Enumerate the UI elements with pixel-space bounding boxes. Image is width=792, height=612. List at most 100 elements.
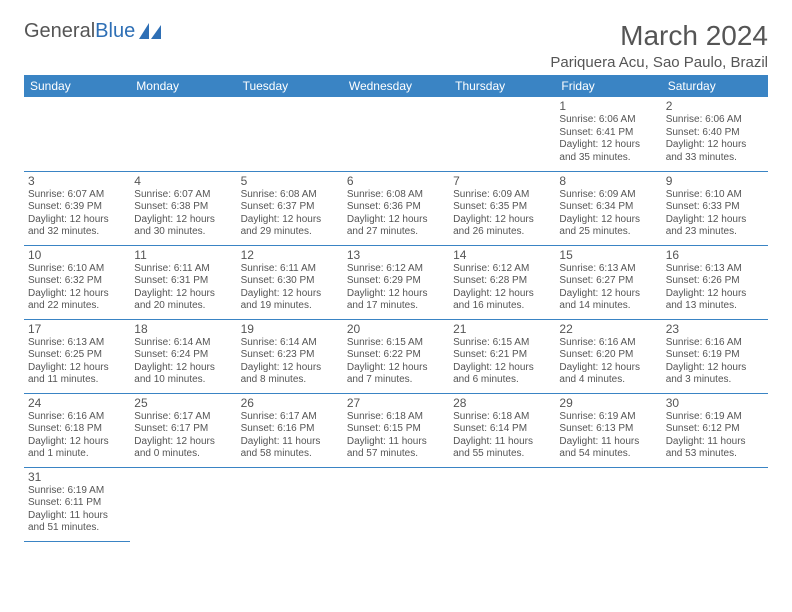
day-info: Sunrise: 6:18 AMSunset: 6:14 PMDaylight:… — [453, 411, 551, 461]
day-cell: 26Sunrise: 6:17 AMSunset: 6:16 PMDayligh… — [237, 393, 343, 467]
day-cell: 10Sunrise: 6:10 AMSunset: 6:32 PMDayligh… — [24, 245, 130, 319]
day-cell: 22Sunrise: 6:16 AMSunset: 6:20 PMDayligh… — [555, 319, 661, 393]
day-number: 2 — [666, 99, 764, 113]
day-number: 27 — [347, 396, 445, 410]
day-number: 23 — [666, 322, 764, 336]
day-cell: 5Sunrise: 6:08 AMSunset: 6:37 PMDaylight… — [237, 171, 343, 245]
day-info: Sunrise: 6:16 AMSunset: 6:18 PMDaylight:… — [28, 411, 126, 461]
month-title: March 2024 — [550, 20, 768, 52]
day-info: Sunrise: 6:17 AMSunset: 6:17 PMDaylight:… — [134, 411, 232, 461]
day-info: Sunrise: 6:12 AMSunset: 6:28 PMDaylight:… — [453, 263, 551, 313]
calendar-body: 1Sunrise: 6:06 AMSunset: 6:41 PMDaylight… — [24, 97, 768, 541]
day-cell: 9Sunrise: 6:10 AMSunset: 6:33 PMDaylight… — [662, 171, 768, 245]
day-cell: 15Sunrise: 6:13 AMSunset: 6:27 PMDayligh… — [555, 245, 661, 319]
day-cell: 24Sunrise: 6:16 AMSunset: 6:18 PMDayligh… — [24, 393, 130, 467]
weekday-header: Tuesday — [237, 75, 343, 97]
weekday-header: Thursday — [449, 75, 555, 97]
weekday-header: Saturday — [662, 75, 768, 97]
day-cell: 28Sunrise: 6:18 AMSunset: 6:14 PMDayligh… — [449, 393, 555, 467]
empty-cell — [130, 467, 236, 541]
weekday-header: Wednesday — [343, 75, 449, 97]
day-info: Sunrise: 6:16 AMSunset: 6:19 PMDaylight:… — [666, 337, 764, 387]
day-info: Sunrise: 6:14 AMSunset: 6:23 PMDaylight:… — [241, 337, 339, 387]
empty-cell — [343, 467, 449, 541]
day-info: Sunrise: 6:19 AMSunset: 6:11 PMDaylight:… — [28, 485, 126, 535]
logo-text: GeneralBlue — [24, 20, 135, 43]
day-number: 15 — [559, 248, 657, 262]
day-number: 26 — [241, 396, 339, 410]
day-number: 13 — [347, 248, 445, 262]
location: Pariquera Acu, Sao Paulo, Brazil — [550, 54, 768, 71]
day-cell: 6Sunrise: 6:08 AMSunset: 6:36 PMDaylight… — [343, 171, 449, 245]
logo-brand-left: General — [24, 20, 95, 42]
day-info: Sunrise: 6:17 AMSunset: 6:16 PMDaylight:… — [241, 411, 339, 461]
empty-cell — [130, 97, 236, 171]
day-info: Sunrise: 6:06 AMSunset: 6:41 PMDaylight:… — [559, 114, 657, 164]
day-info: Sunrise: 6:19 AMSunset: 6:12 PMDaylight:… — [666, 411, 764, 461]
calendar-row: 24Sunrise: 6:16 AMSunset: 6:18 PMDayligh… — [24, 393, 768, 467]
day-number: 18 — [134, 322, 232, 336]
title-block: March 2024 Pariquera Acu, Sao Paulo, Bra… — [550, 20, 768, 71]
day-cell: 14Sunrise: 6:12 AMSunset: 6:28 PMDayligh… — [449, 245, 555, 319]
day-cell: 3Sunrise: 6:07 AMSunset: 6:39 PMDaylight… — [24, 171, 130, 245]
empty-cell — [237, 467, 343, 541]
day-number: 25 — [134, 396, 232, 410]
calendar-row: 31Sunrise: 6:19 AMSunset: 6:11 PMDayligh… — [24, 467, 768, 541]
day-cell: 19Sunrise: 6:14 AMSunset: 6:23 PMDayligh… — [237, 319, 343, 393]
day-info: Sunrise: 6:10 AMSunset: 6:32 PMDaylight:… — [28, 263, 126, 313]
header: GeneralBlue March 2024 Pariquera Acu, Sa… — [24, 20, 768, 71]
weekday-header: Sunday — [24, 75, 130, 97]
day-info: Sunrise: 6:12 AMSunset: 6:29 PMDaylight:… — [347, 263, 445, 313]
day-cell: 7Sunrise: 6:09 AMSunset: 6:35 PMDaylight… — [449, 171, 555, 245]
day-cell: 23Sunrise: 6:16 AMSunset: 6:19 PMDayligh… — [662, 319, 768, 393]
calendar-row: 1Sunrise: 6:06 AMSunset: 6:41 PMDaylight… — [24, 97, 768, 171]
day-info: Sunrise: 6:09 AMSunset: 6:34 PMDaylight:… — [559, 189, 657, 239]
day-number: 5 — [241, 174, 339, 188]
day-cell: 20Sunrise: 6:15 AMSunset: 6:22 PMDayligh… — [343, 319, 449, 393]
day-info: Sunrise: 6:11 AMSunset: 6:31 PMDaylight:… — [134, 263, 232, 313]
day-number: 24 — [28, 396, 126, 410]
day-number: 21 — [453, 322, 551, 336]
day-info: Sunrise: 6:15 AMSunset: 6:22 PMDaylight:… — [347, 337, 445, 387]
day-cell: 8Sunrise: 6:09 AMSunset: 6:34 PMDaylight… — [555, 171, 661, 245]
day-number: 6 — [347, 174, 445, 188]
day-number: 16 — [666, 248, 764, 262]
day-cell: 18Sunrise: 6:14 AMSunset: 6:24 PMDayligh… — [130, 319, 236, 393]
sail-icon — [139, 23, 161, 41]
day-info: Sunrise: 6:15 AMSunset: 6:21 PMDaylight:… — [453, 337, 551, 387]
day-number: 14 — [453, 248, 551, 262]
empty-cell — [555, 467, 661, 541]
day-number: 17 — [28, 322, 126, 336]
empty-cell — [343, 97, 449, 171]
day-cell: 30Sunrise: 6:19 AMSunset: 6:12 PMDayligh… — [662, 393, 768, 467]
day-number: 29 — [559, 396, 657, 410]
day-number: 31 — [28, 470, 126, 484]
day-info: Sunrise: 6:14 AMSunset: 6:24 PMDaylight:… — [134, 337, 232, 387]
day-info: Sunrise: 6:19 AMSunset: 6:13 PMDaylight:… — [559, 411, 657, 461]
empty-cell — [449, 97, 555, 171]
day-number: 7 — [453, 174, 551, 188]
day-number: 8 — [559, 174, 657, 188]
header-row: SundayMondayTuesdayWednesdayThursdayFrid… — [24, 75, 768, 97]
day-cell: 4Sunrise: 6:07 AMSunset: 6:38 PMDaylight… — [130, 171, 236, 245]
day-number: 11 — [134, 248, 232, 262]
day-cell: 17Sunrise: 6:13 AMSunset: 6:25 PMDayligh… — [24, 319, 130, 393]
empty-cell — [449, 467, 555, 541]
day-info: Sunrise: 6:13 AMSunset: 6:25 PMDaylight:… — [28, 337, 126, 387]
empty-cell — [24, 97, 130, 171]
day-info: Sunrise: 6:16 AMSunset: 6:20 PMDaylight:… — [559, 337, 657, 387]
day-number: 3 — [28, 174, 126, 188]
day-cell: 11Sunrise: 6:11 AMSunset: 6:31 PMDayligh… — [130, 245, 236, 319]
day-cell: 1Sunrise: 6:06 AMSunset: 6:41 PMDaylight… — [555, 97, 661, 171]
day-info: Sunrise: 6:06 AMSunset: 6:40 PMDaylight:… — [666, 114, 764, 164]
day-number: 9 — [666, 174, 764, 188]
empty-cell — [237, 97, 343, 171]
day-cell: 31Sunrise: 6:19 AMSunset: 6:11 PMDayligh… — [24, 467, 130, 541]
day-info: Sunrise: 6:07 AMSunset: 6:38 PMDaylight:… — [134, 189, 232, 239]
weekday-header: Friday — [555, 75, 661, 97]
day-number: 19 — [241, 322, 339, 336]
day-info: Sunrise: 6:11 AMSunset: 6:30 PMDaylight:… — [241, 263, 339, 313]
day-cell: 21Sunrise: 6:15 AMSunset: 6:21 PMDayligh… — [449, 319, 555, 393]
day-info: Sunrise: 6:18 AMSunset: 6:15 PMDaylight:… — [347, 411, 445, 461]
weekday-header: Monday — [130, 75, 236, 97]
